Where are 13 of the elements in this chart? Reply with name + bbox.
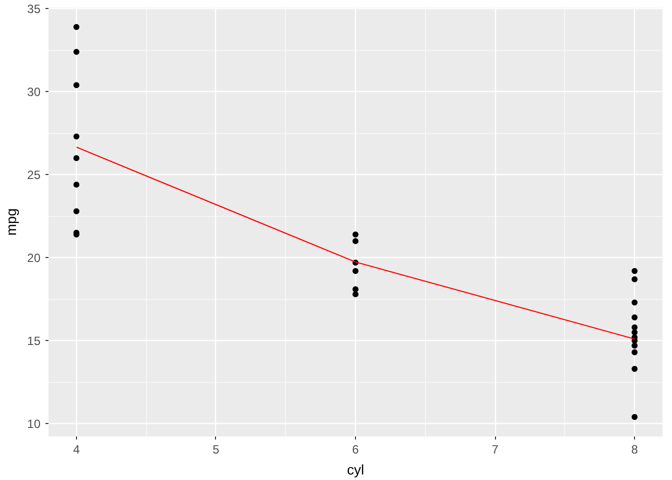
x-tick-label: 8 [631, 442, 638, 456]
y-tick-label: 20 [27, 251, 41, 266]
x-tick-label: 5 [212, 442, 220, 456]
y-tick-label: 15 [27, 334, 41, 348]
y-tick-label: 25 [27, 168, 41, 182]
x-tick-label: 4 [73, 442, 80, 456]
y-tick-label: 30 [27, 85, 41, 100]
x-axis-title: cyl [346, 462, 364, 478]
y-tick-label: 10 [27, 417, 41, 432]
x-tick-label: 7 [492, 442, 499, 456]
x-tick-label: 6 [352, 442, 360, 456]
y-axis-title: mpg [3, 208, 20, 236]
y-tick-label: 35 [27, 2, 41, 16]
